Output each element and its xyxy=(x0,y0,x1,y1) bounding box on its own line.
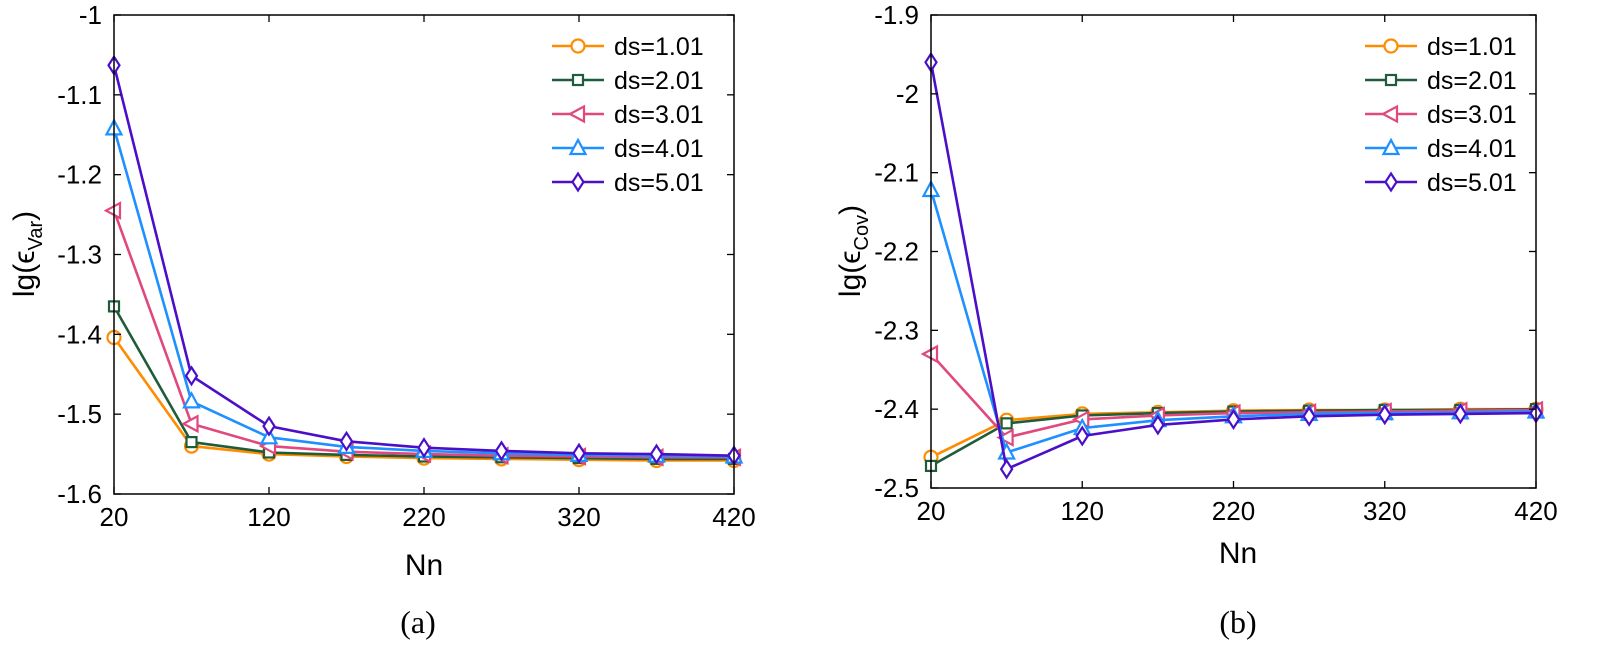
legend-label: ds=2.01 xyxy=(614,67,704,95)
y-tick-label: -2.3 xyxy=(874,315,919,345)
x-tick-label: 120 xyxy=(247,502,290,532)
caption-a: (a) xyxy=(400,604,436,640)
y-tick-label: -1.3 xyxy=(57,240,102,270)
y-tick-label: -1.5 xyxy=(57,399,102,429)
series-line xyxy=(112,210,734,459)
tick-labels-b: 20 120 220 320 420 -2.5 -2.4 -2.3 -2.2 -2.1 -2 -1.9 xyxy=(874,0,1558,526)
legend-marker xyxy=(1384,171,1398,193)
panel-b: 20 120 220 320 420 -2.5 -2.4 -2.3 -2.2 -2.1 -2 -1.9… xyxy=(834,0,1558,640)
y-tick-label: -1.4 xyxy=(57,319,102,349)
y-tick-label: -2.1 xyxy=(874,158,919,188)
legend-marker xyxy=(568,137,588,156)
legend-item: ds=3.01 xyxy=(1365,101,1517,129)
data-point xyxy=(185,436,198,449)
legend-label: ds=2.01 xyxy=(1427,67,1517,95)
legend-marker xyxy=(1384,73,1398,87)
legend-a: ds=1.01 ds=2.01 ds=3.01 ds=4.01 ds=5.01 xyxy=(552,33,704,197)
x-tick-label: 220 xyxy=(402,502,445,532)
legend-label: ds=4.01 xyxy=(614,135,704,163)
x-tick-label: 420 xyxy=(1514,496,1557,526)
data-point xyxy=(996,428,1014,447)
y-axis-label-a: lg(ϵVar) xyxy=(8,211,47,297)
data-point xyxy=(1075,425,1090,447)
x-tick-label: 320 xyxy=(557,502,600,532)
data-point xyxy=(1151,414,1165,436)
legend-item: ds=1.01 xyxy=(552,33,704,61)
legend-label: ds=3.01 xyxy=(1427,101,1517,129)
y-tick-label: -1.1 xyxy=(57,80,102,110)
data-point xyxy=(649,443,664,465)
legend-marker xyxy=(1381,137,1401,156)
y-tick-label: -2.5 xyxy=(874,473,919,503)
panel-a: 20 120 220 320 420 -1.6 -1.5 -1.4 -1.3 -1.2 -1.1 -1… xyxy=(8,0,756,640)
y-tick-label: -1.6 xyxy=(57,479,102,509)
legend-item: ds=4.01 xyxy=(1365,135,1517,163)
y-axis-label-b: lg(ϵCov) xyxy=(834,205,873,297)
x-tick-label: 420 xyxy=(712,502,755,532)
data-point xyxy=(262,415,276,437)
x-tick-label: 320 xyxy=(1363,496,1406,526)
tick-marks-a xyxy=(113,14,735,495)
y-tick-label: -1.2 xyxy=(57,160,102,190)
legend-item: ds=2.01 xyxy=(552,67,704,95)
data-point xyxy=(181,414,199,434)
tick-labels-a: 20 120 220 320 420 -1.6 -1.5 -1.4 -1.3 -1.2 -1.1 -1 xyxy=(57,0,756,532)
legend-label: ds=1.01 xyxy=(614,33,704,61)
y-tick-label: -1 xyxy=(79,0,102,30)
legend-item: ds=1.01 xyxy=(1365,33,1517,61)
legend-label: ds=1.01 xyxy=(1427,33,1517,61)
series-ds=3.01 xyxy=(920,344,1544,447)
data-point xyxy=(999,458,1014,480)
caption-b: (b) xyxy=(1219,604,1256,640)
data-point xyxy=(494,440,509,462)
legend-item: ds=4.01 xyxy=(552,135,704,163)
series-ds=5.01 xyxy=(107,54,741,467)
series-layer-a xyxy=(103,54,744,469)
legend-label: ds=5.01 xyxy=(1427,169,1517,197)
data-point xyxy=(572,442,586,464)
y-tick-label: -1.9 xyxy=(874,0,919,30)
legend-item: ds=5.01 xyxy=(552,169,704,197)
legend-label: ds=5.01 xyxy=(614,169,704,197)
x-tick-label: 20 xyxy=(917,496,946,526)
x-tick-label: 20 xyxy=(100,502,129,532)
legend-marker xyxy=(567,104,586,124)
tick-marks-b xyxy=(930,14,1537,489)
legend-marker xyxy=(570,38,586,54)
legend-label: ds=3.01 xyxy=(614,101,704,129)
legend-marker xyxy=(1380,104,1399,124)
x-axis-label-a: Nn xyxy=(405,549,443,582)
legend-item: ds=3.01 xyxy=(552,101,704,129)
legend-item: ds=2.01 xyxy=(1365,67,1517,95)
data-point xyxy=(417,437,431,459)
data-point xyxy=(184,365,199,387)
x-tick-label: 220 xyxy=(1212,496,1255,526)
y-tick-label: -2.4 xyxy=(874,394,919,424)
series-ds=3.01 xyxy=(103,201,742,467)
data-point xyxy=(182,391,201,409)
y-tick-label: -2.2 xyxy=(874,237,919,267)
series-line xyxy=(112,305,734,461)
legend-label: ds=4.01 xyxy=(1427,135,1517,163)
y-tick-label: -2 xyxy=(896,79,919,109)
data-point xyxy=(920,344,939,364)
legend-b: ds=1.01 ds=2.01 ds=3.01 ds=4.01 ds=5.01 xyxy=(1365,33,1517,197)
data-point xyxy=(1453,403,1468,425)
x-axis-label-b: Nn xyxy=(1219,537,1257,570)
legend-item: ds=5.01 xyxy=(1365,169,1517,197)
legend-marker xyxy=(1383,38,1399,54)
legend-marker xyxy=(571,73,585,87)
legend-marker xyxy=(571,171,585,193)
data-point xyxy=(1302,405,1316,427)
data-point xyxy=(1226,408,1241,430)
x-tick-label: 120 xyxy=(1061,496,1104,526)
data-point xyxy=(103,201,122,220)
data-point xyxy=(1000,417,1013,430)
data-point xyxy=(1377,404,1392,426)
data-point xyxy=(339,430,354,452)
